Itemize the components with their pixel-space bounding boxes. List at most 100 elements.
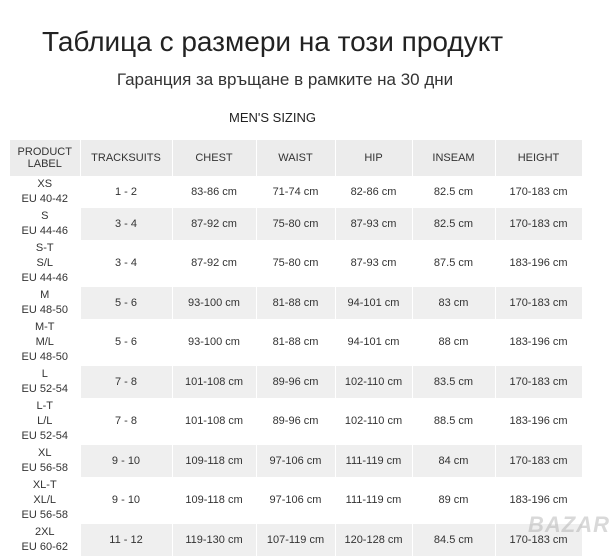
table-row: L-T L/L EU 52-54 7 - 8 101-108 cm 89-96 cm 102… [10,398,583,445]
label-line: EU 40-42 [21,193,68,205]
table-cell: 82.5 cm [412,176,496,208]
table-cell: 75-80 cm [256,240,336,287]
page-title: Таблица с размери на този продукт [42,26,504,57]
label-line: S-T [35,242,54,254]
table-row: 2XL EU 60-62 11 - 12 119-130 cm 107-119 cm 12… [10,524,583,556]
table-cell: 94-101 cm [335,319,413,366]
label-line: L [41,368,48,380]
label-line: M/L [35,336,54,348]
table-cell: 93-100 cm [172,319,257,366]
table-cell: 7 - 8 [80,366,173,398]
table-cell: 83.5 cm [412,366,496,398]
label-line: EU 48-50 [21,304,68,316]
label-line: L/L [37,415,53,427]
header-row: PRODUCT LABEL TRACKSUITS CHEST WAIST HIP INSE… [10,140,583,176]
table-cell: 183-196 cm [495,240,583,287]
table-cell: 89-96 cm [256,398,336,445]
table-cell: 170-183 cm [495,524,583,556]
label-line: XL-T [32,479,57,491]
product-label: XL EU 56-58 [10,445,81,477]
table-cell: 87.5 cm [412,240,496,287]
table-row: L EU 52-54 7 - 8 101-108 cm 89-96 cm 102-110 … [10,366,583,398]
label-line: S/L [36,257,53,269]
table-cell: 170-183 cm [495,176,583,208]
table-cell: 102-110 cm [335,366,413,398]
table-row: XL-T XL/L EU 56-58 9 - 10 109-118 cm 97-106 c… [10,477,583,524]
table-cell: 170-183 cm [495,445,583,477]
table-cell: 3 - 4 [80,240,173,287]
table-cell: 109-118 cm [172,445,257,477]
table-cell: 81-88 cm [256,287,336,319]
column-header: CHEST [172,140,257,176]
table-cell: 102-110 cm [335,398,413,445]
table-cell: 5 - 6 [80,287,173,319]
label-line: XL/L [33,494,57,506]
table-cell: 170-183 cm [495,287,583,319]
label-line: S [41,210,49,222]
table-cell: 83 cm [412,287,496,319]
product-label: L EU 52-54 [10,366,81,398]
table-cell: 87-93 cm [335,208,413,240]
table-cell: 9 - 10 [80,477,173,524]
table-cell: 111-119 cm [335,477,413,524]
table-cell: 88 cm [412,319,496,366]
label-line: 2XL [34,526,55,538]
label-line: L-T [36,400,54,412]
label-line: EU 56-58 [21,462,68,474]
label-line: EU 44-46 [21,225,68,237]
table-row: M-T M/L EU 48-50 5 - 6 93-100 cm 81-88 cm 94-1… [10,319,583,366]
table-cell: 88.5 cm [412,398,496,445]
product-label: XS EU 40-42 [10,176,81,208]
size-table: PRODUCT LABEL TRACKSUITS CHEST WAIST HIP INSE… [10,140,583,556]
column-header: INSEAM [412,140,496,176]
table-cell: 111-119 cm [335,445,413,477]
label-line: EU 52-54 [21,430,68,442]
table-cell: 120-128 cm [335,524,413,556]
product-label: L-T L/L EU 52-54 [10,398,81,445]
label-line: XS [37,178,53,190]
subtitle: Гаранция за връщане в рамките на 30 дни [116,70,454,89]
table-cell: 1 - 2 [80,176,173,208]
table-cell: 109-118 cm [172,477,257,524]
label-line: EU 60-62 [21,541,68,553]
table-row: M EU 48-50 5 - 6 93-100 cm 81-88 cm 94-101 cm… [10,287,583,319]
label-line: EU 44-46 [21,272,68,284]
table-row: XS EU 40-42 1 - 2 83-86 cm 71-74 cm 82-86 cm 8… [10,176,583,208]
table-cell: 82-86 cm [335,176,413,208]
label-line: EU 56-58 [21,509,68,521]
column-header: TRACKSUITS [80,140,173,176]
column-header: HEIGHT [495,140,583,176]
table-cell: 87-92 cm [172,208,257,240]
column-header: HIP [335,140,413,176]
table-cell: 5 - 6 [80,319,173,366]
table-cell: 9 - 10 [80,445,173,477]
table-row: XL EU 56-58 9 - 10 109-118 cm 97-106 cm 111-1… [10,445,583,477]
label-line: EU 52-54 [21,383,68,395]
column-header: WAIST [256,140,336,176]
table-cell: 83-86 cm [172,176,257,208]
table-cell: 183-196 cm [495,477,583,524]
label-line: M [40,289,50,301]
table-cell: 170-183 cm [495,208,583,240]
table-caption: MEN'S SIZING [229,110,316,125]
table-cell: 101-108 cm [172,366,257,398]
table-cell: 97-106 cm [256,477,336,524]
watermark: BAZAR [528,512,610,537]
table-cell: 170-183 cm [495,366,583,398]
table-cell: 89 cm [412,477,496,524]
product-label: 2XL EU 60-62 [10,524,81,556]
table-cell: 97-106 cm [256,445,336,477]
table-row: S EU 44-46 3 - 4 87-92 cm 75-80 cm 87-93 cm 82… [10,208,583,240]
table-cell: 119-130 cm [172,524,257,556]
label-line: M-T [34,321,55,333]
table-head: PRODUCT LABEL TRACKSUITS CHEST WAIST HIP INSE… [10,140,583,176]
table-cell: 87-92 cm [172,240,257,287]
table-cell: 84 cm [412,445,496,477]
table-row: S-T S/L EU 44-46 3 - 4 87-92 cm 75-80 cm 87-93… [10,240,583,287]
table-cell: 87-93 cm [335,240,413,287]
product-label: XL-T XL/L EU 56-58 [10,477,81,524]
table-cell: 11 - 12 [80,524,173,556]
table-cell: 93-100 cm [172,287,257,319]
table-cell: 71-74 cm [256,176,336,208]
